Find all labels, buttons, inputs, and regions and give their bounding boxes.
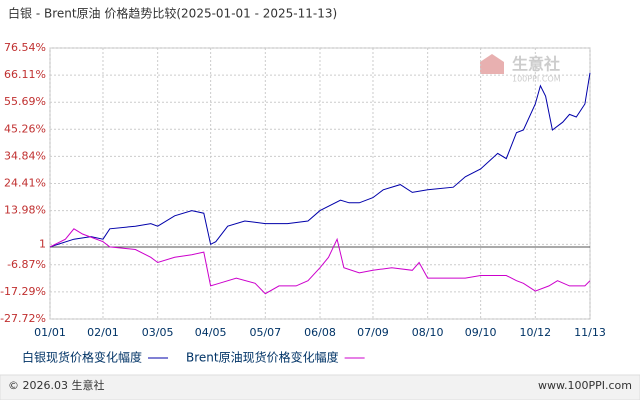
y-tick-label: 55.69% — [4, 95, 46, 108]
y-tick-label: 13.98% — [4, 204, 46, 217]
x-tick-label: 07/09 — [357, 326, 389, 339]
x-tick-label: 01/01 — [34, 326, 66, 339]
y-tick-label: 45.26% — [4, 122, 46, 135]
x-tick-label: 08/10 — [412, 326, 444, 339]
y-tick-label: -17.29% — [0, 285, 46, 298]
x-tick-label: 11/13 — [574, 326, 606, 339]
x-tick-label: 10/12 — [519, 326, 551, 339]
watermark: 生意社 100PPI.COM — [480, 54, 561, 84]
y-tick-label: 76.54% — [4, 41, 46, 54]
x-tick-label: 09/10 — [465, 326, 497, 339]
legend-label: Brent原油现货价格变化幅度 — [186, 350, 339, 365]
legend-label: 白银现货价格变化幅度 — [22, 350, 142, 365]
footer-left: © 2026.03 生意社 — [8, 378, 104, 392]
watermark-icon — [480, 54, 504, 74]
x-tick-label: 04/05 — [195, 326, 227, 339]
x-tick-label: 06/08 — [304, 326, 336, 339]
x-tick-label: 02/01 — [87, 326, 119, 339]
y-tick-label: -6.87% — [7, 258, 46, 271]
y-tick-label: 34.84% — [4, 149, 46, 162]
series-line — [49, 72, 591, 248]
x-tick-label: 03/05 — [142, 326, 174, 339]
y-tick-label: 1 — [39, 237, 46, 250]
y-tick-label: 66.11% — [4, 68, 46, 81]
series-line — [49, 228, 591, 295]
watermark-text: 生意社 — [512, 55, 560, 74]
watermark-text: 100PPI.COM — [512, 75, 561, 84]
footer-right: www.100PPI.com — [538, 379, 632, 392]
footer-bar — [0, 374, 640, 400]
chart-title: 白银 - Brent原油 价格趋势比较(2025-01-01 - 2025-11… — [8, 6, 337, 21]
x-tick-label: 05/07 — [249, 326, 281, 339]
y-tick-label: 24.41% — [4, 177, 46, 190]
y-tick-label: -27.72% — [0, 312, 46, 325]
